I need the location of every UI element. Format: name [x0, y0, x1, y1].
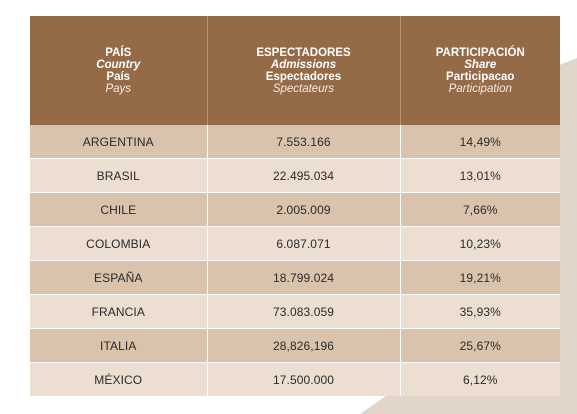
- country-cell: ARGENTINA: [30, 125, 208, 159]
- admissions-cell: 7.553.166: [206, 125, 401, 159]
- admissions-cell: 73.083.059: [206, 294, 401, 329]
- header-label-pt: Participacao: [446, 70, 515, 83]
- table-row: ARGENTINA 7.553.166 14,49%: [30, 125, 560, 159]
- share-cell: 35,93%: [399, 294, 560, 329]
- table-row: ITALIA 28,826,196 25,67%: [30, 328, 560, 363]
- admissions-cell: 6.087.071: [206, 226, 401, 261]
- admissions-cell: 2.005.009: [206, 192, 401, 227]
- header-label-es: PAÍS: [105, 46, 132, 59]
- header-label-en: Country: [96, 58, 141, 71]
- header-label-en: Admissions: [270, 58, 337, 71]
- table-row: MÉXICO 17.500.000 6,12%: [30, 362, 560, 396]
- admissions-cell: 17.500.000: [206, 362, 401, 396]
- table-row: COLOMBIA 6.087.071 10,23%: [30, 226, 560, 261]
- table-row: FRANCIA 73.083.059 35,93%: [30, 294, 560, 329]
- header-share: PARTICIPACIÓN Share Participacao Partici…: [399, 16, 560, 125]
- header-label-pt: Espectadores: [265, 70, 342, 83]
- table-row: ESPAÑA 18.799.024 19,21%: [30, 260, 560, 295]
- country-cell: ESPAÑA: [30, 260, 208, 295]
- admissions-cell: 28,826,196: [206, 328, 401, 363]
- share-cell: 19,21%: [399, 260, 560, 295]
- header-label-en: Share: [464, 58, 497, 71]
- header-label-fr: Spectateurs: [272, 82, 335, 95]
- share-cell: 14,49%: [399, 125, 560, 159]
- country-cell: MÉXICO: [30, 362, 208, 396]
- header-country: PAÍS Country País Pays: [30, 16, 208, 125]
- table-row: CHILE 2.005.009 7,66%: [30, 192, 560, 227]
- header-label-es: PARTICIPACIÓN: [435, 46, 525, 59]
- header-label-fr: Participation: [448, 82, 512, 95]
- header-label-fr: Pays: [105, 82, 132, 95]
- header-admissions: ESPECTADORES Admissions Espectadores Spe…: [206, 16, 401, 125]
- share-cell: 25,67%: [399, 328, 560, 363]
- header-label-es: ESPECTADORES: [256, 46, 351, 59]
- admissions-cell: 18.799.024: [206, 260, 401, 295]
- country-cell: FRANCIA: [30, 294, 208, 329]
- header-label-pt: País: [106, 70, 131, 83]
- share-cell: 10,23%: [399, 226, 560, 261]
- country-cell: ITALIA: [30, 328, 208, 363]
- table-row: BRASIL 22.495.034 13,01%: [30, 158, 560, 193]
- country-cell: COLOMBIA: [30, 226, 208, 261]
- admissions-share-table: PAÍS Country País Pays ESPECTADORES Admi…: [30, 16, 560, 396]
- country-cell: CHILE: [30, 192, 208, 227]
- share-cell: 7,66%: [399, 192, 560, 227]
- share-cell: 13,01%: [399, 158, 560, 193]
- admissions-cell: 22.495.034: [206, 158, 401, 193]
- country-cell: BRASIL: [30, 158, 208, 193]
- table-header-row: PAÍS Country País Pays ESPECTADORES Admi…: [30, 16, 560, 125]
- statistics-table-container: PAÍS Country País Pays ESPECTADORES Admi…: [30, 16, 560, 396]
- share-cell: 6,12%: [399, 362, 560, 396]
